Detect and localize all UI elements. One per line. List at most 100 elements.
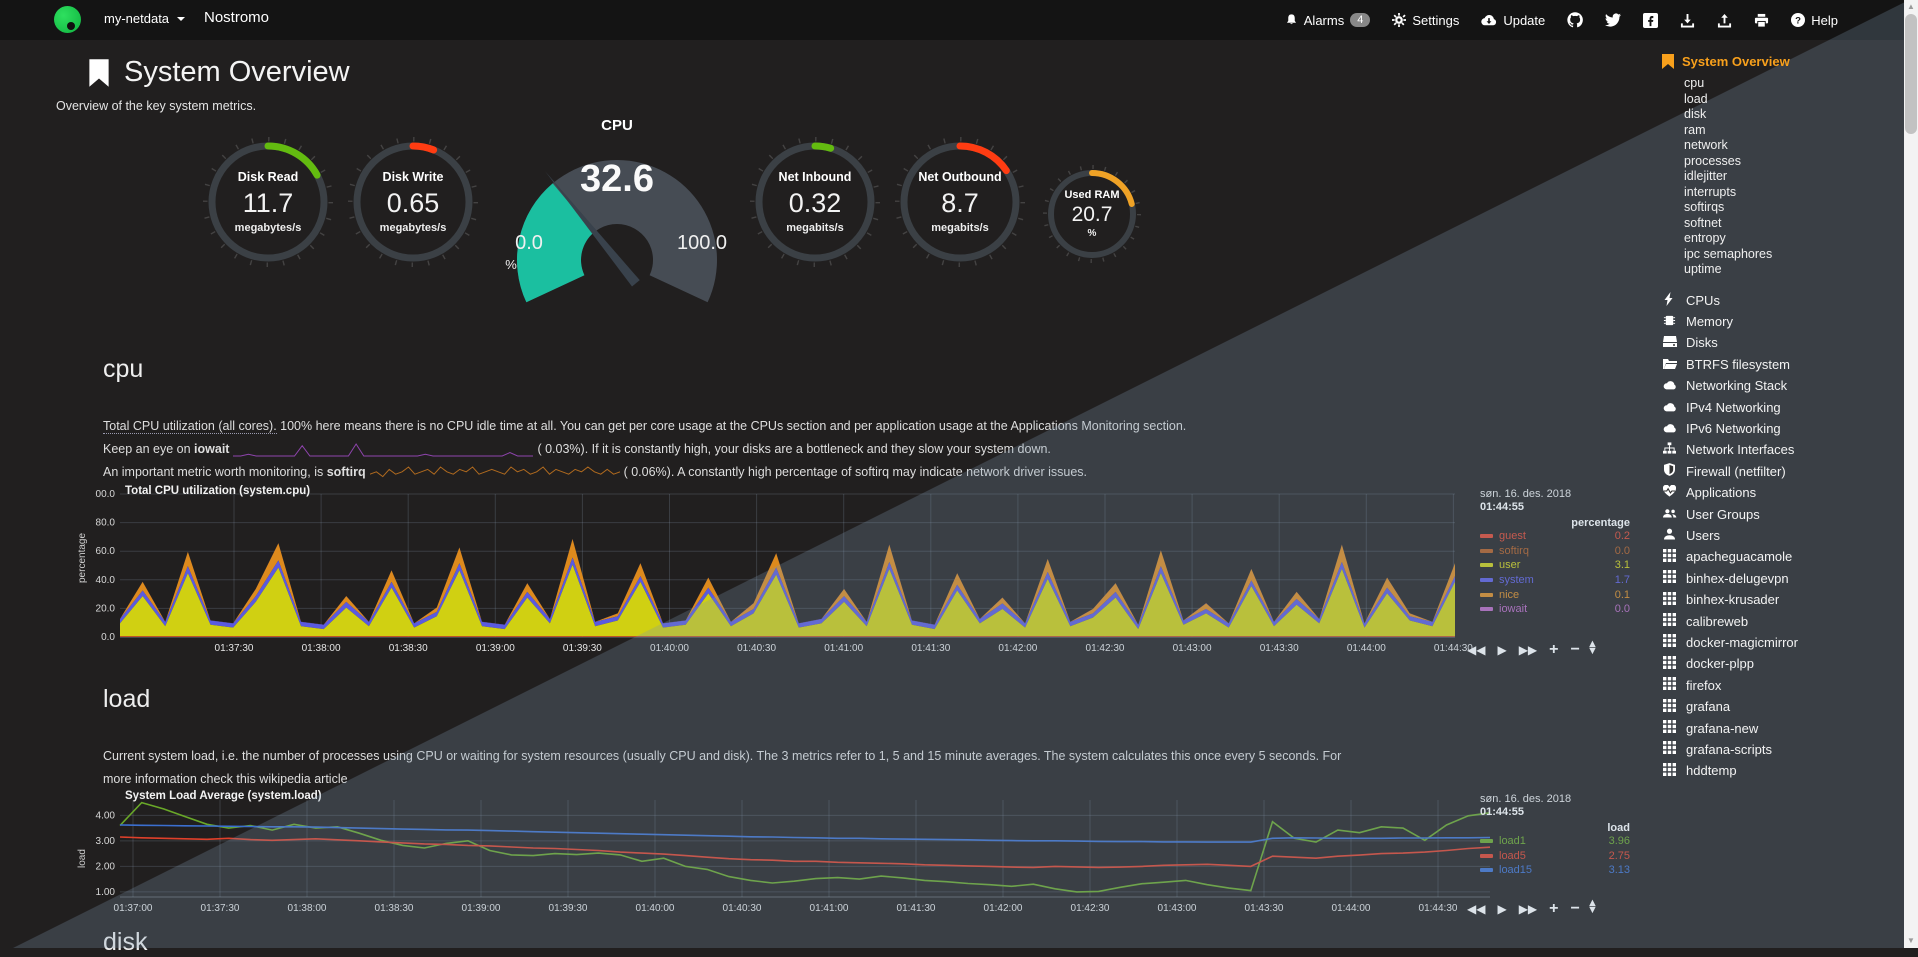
legend-row-load1[interactable]: load1 3.96 bbox=[1480, 834, 1630, 849]
sidebar-item-network-interfaces[interactable]: Network Interfaces bbox=[1662, 439, 1902, 460]
section-heading-load: load bbox=[103, 685, 151, 713]
legend-row-load15[interactable]: load15 3.13 bbox=[1480, 863, 1630, 878]
sidebar-subitem-interrupts[interactable]: interrupts bbox=[1684, 184, 1737, 199]
sidebar-subitem-cpu[interactable]: cpu bbox=[1684, 76, 1705, 90]
gauge-label: Net Inbound bbox=[778, 170, 852, 184]
gauge-used-ram[interactable]: Used RAM 20.7 % bbox=[1042, 164, 1142, 264]
sidebar-item-grafana-scripts[interactable]: grafana-scripts bbox=[1662, 739, 1902, 760]
legend-row-nice[interactable]: nice 0.1 bbox=[1480, 587, 1630, 602]
sidebar-subitem-uptime[interactable]: uptime bbox=[1684, 262, 1722, 276]
twitter-icon[interactable] bbox=[1605, 13, 1622, 27]
sidebar-item-docker-plpp[interactable]: docker-plpp bbox=[1662, 653, 1902, 674]
legend-row-load5[interactable]: load5 2.75 bbox=[1480, 849, 1630, 864]
sidebar-item-grafana[interactable]: grafana bbox=[1662, 696, 1902, 717]
sidebar-item-label: docker-magicmirror bbox=[1686, 634, 1798, 650]
legend-row-user[interactable]: user 3.1 bbox=[1480, 558, 1630, 573]
load-chart-toolbox[interactable]: ◀◀ ▶ ▶▶ + − bbox=[1467, 900, 1580, 918]
alarms-button[interactable]: Alarms 4 bbox=[1285, 13, 1371, 28]
cpu-chart-toolbox[interactable]: ◀◀ ▶ ▶▶ + − bbox=[1467, 641, 1580, 659]
sidebar-item-networking-stack[interactable]: Networking Stack bbox=[1662, 375, 1902, 396]
sidebar-subitem-ipc-semaphores[interactable]: ipc semaphores bbox=[1684, 246, 1773, 261]
pan-backward-button[interactable]: ◀◀ bbox=[1467, 643, 1486, 657]
sidebar-item-firewall-netfilter-[interactable]: Firewall (netfilter) bbox=[1662, 461, 1902, 482]
svg-text:01:37:30: 01:37:30 bbox=[201, 903, 240, 914]
sidebar-item-grafana-new[interactable]: grafana-new bbox=[1662, 717, 1902, 738]
zoom-out-button[interactable]: − bbox=[1570, 900, 1580, 917]
sidebar-subitem-processes[interactable]: processes bbox=[1684, 153, 1741, 168]
sidebar-item-firefox[interactable]: firefox bbox=[1662, 675, 1902, 696]
grid-icon bbox=[1662, 762, 1677, 779]
load-chart-resize-handle[interactable]: ▲ ▼ bbox=[1587, 897, 1598, 916]
legend-dimension-value: 0.2 bbox=[1614, 530, 1630, 543]
zoom-in-button[interactable]: + bbox=[1549, 900, 1559, 917]
sidebar-item-user-groups[interactable]: User Groups bbox=[1662, 503, 1902, 524]
legend-row-guest[interactable]: guest 0.2 bbox=[1480, 529, 1630, 544]
sidebar-item-ipv6-networking[interactable]: IPv6 Networking bbox=[1662, 418, 1902, 439]
zoom-in-button[interactable]: + bbox=[1549, 641, 1559, 658]
sidebar-item-docker-magicmirror[interactable]: docker-magicmirror bbox=[1662, 632, 1902, 653]
pan-backward-button[interactable]: ◀◀ bbox=[1467, 902, 1486, 916]
sidebar-item-calibreweb[interactable]: calibreweb bbox=[1662, 610, 1902, 631]
sidebar-subitem-entropy[interactable]: entropy bbox=[1684, 231, 1726, 245]
sidebar-item-system-overview[interactable]: System Overview bbox=[1662, 54, 1902, 69]
legend-dimension-value: 0.0 bbox=[1614, 544, 1630, 557]
zoom-out-button[interactable]: − bbox=[1570, 641, 1580, 658]
legend-row-system[interactable]: system 1.7 bbox=[1480, 573, 1630, 588]
gauge-net-inbound[interactable]: Net Inbound 0.32 megabits/s bbox=[750, 137, 880, 267]
sidebar-item-ipv4-networking[interactable]: IPv4 Networking bbox=[1662, 396, 1902, 417]
gauge-disk-write[interactable]: Disk Write 0.65 megabytes/s bbox=[348, 137, 478, 267]
legend-row-iowait[interactable]: iowait 0.0 bbox=[1480, 602, 1630, 617]
upload-icon[interactable] bbox=[1717, 13, 1732, 28]
load-chart[interactable]: System Load Average (system.load) load 4… bbox=[77, 788, 1630, 928]
sidebar-item-cpus[interactable]: CPUs bbox=[1662, 290, 1902, 311]
cpu-chart[interactable]: Total CPU utilization (system.cpu) perce… bbox=[77, 483, 1630, 663]
cpu-chart-resize-handle[interactable]: ▲ ▼ bbox=[1587, 638, 1598, 657]
play-button[interactable]: ▶ bbox=[1497, 902, 1507, 916]
github-icon[interactable] bbox=[1567, 12, 1584, 28]
sidebar-subitem-softnet[interactable]: softnet bbox=[1684, 215, 1722, 230]
pan-forward-button[interactable]: ▶▶ bbox=[1518, 902, 1538, 916]
sidebar-subitem-network[interactable]: network bbox=[1684, 138, 1728, 152]
sidebar-item-binhex-delugevpn[interactable]: binhex-delugevpn bbox=[1662, 568, 1902, 589]
scroll-down-arrow[interactable]: ▼ bbox=[1907, 936, 1915, 945]
sidebar-subitem-idlejitter[interactable]: idlejitter bbox=[1684, 169, 1728, 183]
print-icon[interactable] bbox=[1754, 13, 1769, 28]
sidebar-item-binhex-krusader[interactable]: binhex-krusader bbox=[1662, 589, 1902, 610]
facebook-icon[interactable] bbox=[1643, 12, 1659, 28]
sidebar-item-label: IPv6 Networking bbox=[1686, 421, 1781, 437]
sidebar-item-disks[interactable]: Disks bbox=[1662, 332, 1902, 353]
sidebar-item-applications[interactable]: Applications bbox=[1662, 482, 1902, 503]
hostname-dropdown[interactable]: my-netdata bbox=[104, 11, 186, 26]
gauge-disk-read[interactable]: Disk Read 11.7 megabytes/s bbox=[203, 137, 333, 267]
sidebar-item-memory[interactable]: Memory bbox=[1662, 311, 1902, 332]
help-button[interactable]: ? Help bbox=[1791, 13, 1838, 28]
gauge-cpu[interactable]: CPU 32.6 0.0 100.0 % bbox=[497, 112, 737, 312]
sidebar-item-users[interactable]: Users bbox=[1662, 525, 1902, 546]
sidebar-item-btrfs-filesystem[interactable]: BTRFS filesystem bbox=[1662, 354, 1902, 375]
pan-forward-button[interactable]: ▶▶ bbox=[1518, 643, 1538, 657]
download-icon[interactable] bbox=[1680, 13, 1695, 28]
sidebar-subitem-ram[interactable]: ram bbox=[1684, 122, 1706, 137]
settings-button[interactable]: Settings bbox=[1392, 13, 1459, 28]
svg-text:01:40:00: 01:40:00 bbox=[636, 903, 675, 914]
gauge-value: 8.7 bbox=[941, 188, 979, 218]
update-button[interactable]: Update bbox=[1481, 13, 1545, 28]
page-scrollbar[interactable]: ▲ ▼ bbox=[1904, 0, 1918, 948]
gauge-net-outbound[interactable]: Net Outbound 8.7 megabits/s bbox=[895, 137, 1025, 267]
legend-row-softirq[interactable]: softirq 0.0 bbox=[1480, 544, 1630, 559]
cpu-chart-plot[interactable]: 100.0 80.0 60.0 40.0 20.0 0.0 01:37:30 01:38:00… bbox=[90, 483, 1610, 663]
scrollbar-thumb[interactable] bbox=[1905, 14, 1917, 134]
sidebar-item-hddtemp[interactable]: hddtemp bbox=[1662, 760, 1902, 781]
sidebar-subitem-load[interactable]: load bbox=[1684, 91, 1708, 106]
scroll-up-arrow[interactable]: ▲ bbox=[1907, 2, 1915, 11]
legend-date: søn. 16. des. 2018 bbox=[1480, 793, 1572, 805]
netdata-logo-icon[interactable] bbox=[54, 6, 81, 33]
gauge-unit: megabytes/s bbox=[234, 222, 302, 234]
load-chart-plot[interactable]: 4.00 3.00 2.00 1.00 01:37:00 01:37:30 01:38:00… bbox=[95, 788, 1610, 928]
legend-dimension-name: load1 bbox=[1499, 835, 1526, 848]
gauge-label: Disk Read bbox=[237, 170, 299, 184]
sidebar-subitem-softirqs[interactable]: softirqs bbox=[1684, 200, 1725, 214]
play-button[interactable]: ▶ bbox=[1497, 643, 1507, 657]
sidebar-item-apacheguacamole[interactable]: apacheguacamole bbox=[1662, 546, 1902, 567]
sidebar-subitem-disk[interactable]: disk bbox=[1684, 107, 1707, 121]
